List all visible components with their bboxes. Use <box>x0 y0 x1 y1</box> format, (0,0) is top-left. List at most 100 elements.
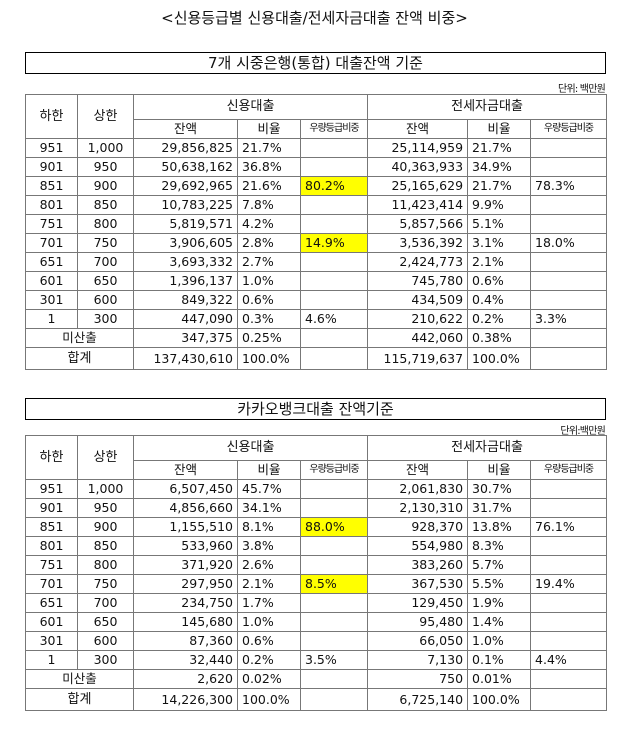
credit-prime-share <box>299 138 369 158</box>
jeonse-prime-share <box>530 347 608 370</box>
jeonse-prime-share: 4.4% <box>530 650 608 670</box>
grade-lower: 801 <box>25 536 78 556</box>
jeonse-balance: 95,480 <box>367 612 469 632</box>
grade-lower: 951 <box>25 479 78 499</box>
jeonse-prime-share <box>530 328 608 348</box>
grade-upper: 1,000 <box>77 138 134 158</box>
unrated-label: 미산출 <box>25 669 134 689</box>
grade-upper: 650 <box>77 271 134 291</box>
jeonse-ratio: 21.7% <box>467 138 532 158</box>
credit-balance: 29,692,965 <box>133 176 238 196</box>
credit-balance: 4,856,660 <box>133 498 238 518</box>
section-title-banks: 7개 시중은행(통합) 대출잔액 기준 <box>25 52 606 74</box>
credit-balance: 14,226,300 <box>133 688 238 711</box>
jeonse-ratio: 5.1% <box>467 214 532 234</box>
jeonse-balance: 5,857,566 <box>367 214 469 234</box>
jeonse-balance: 383,260 <box>367 555 469 575</box>
jeonse-ratio: 31.7% <box>467 498 532 518</box>
grade-upper: 850 <box>77 536 134 556</box>
header-lower: 하한 <box>25 435 78 480</box>
credit-balance: 1,396,137 <box>133 271 238 291</box>
jeonse-balance: 745,780 <box>367 271 469 291</box>
jeonse-ratio: 5.7% <box>467 555 532 575</box>
credit-balance: 50,638,162 <box>133 157 238 177</box>
credit-ratio: 100.0% <box>237 347 301 370</box>
jeonse-ratio: 0.6% <box>467 271 532 291</box>
grade-lower: 751 <box>25 555 78 575</box>
credit-ratio: 21.7% <box>237 138 301 158</box>
total-row: 합계 14,226,300 100.0% 6,725,140 100.0% <box>25 688 608 711</box>
header-jeonse-loan: 전세자금대출 <box>367 94 608 120</box>
credit-prime-share <box>299 612 369 632</box>
credit-ratio: 0.6% <box>237 290 301 310</box>
credit-ratio: 0.3% <box>237 309 301 329</box>
jeonse-balance: 115,719,637 <box>367 347 469 370</box>
grade-lower: 701 <box>25 233 78 253</box>
jeonse-prime-share <box>530 498 608 518</box>
header-credit-ratio: 비율 <box>237 119 301 139</box>
jeonse-ratio: 0.2% <box>467 309 532 329</box>
credit-balance: 1,155,510 <box>133 517 238 537</box>
jeonse-prime-share <box>530 214 608 234</box>
credit-ratio: 0.25% <box>237 328 301 348</box>
grade-lower: 951 <box>25 138 78 158</box>
jeonse-ratio: 9.9% <box>467 195 532 215</box>
jeonse-ratio: 8.3% <box>467 536 532 556</box>
jeonse-ratio: 34.9% <box>467 157 532 177</box>
credit-prime-share: 80.2% <box>299 176 369 196</box>
jeonse-balance: 25,165,629 <box>367 176 469 196</box>
credit-balance: 3,693,332 <box>133 252 238 272</box>
jeonse-prime-share <box>530 157 608 177</box>
unrated-row: 미산출 2,620 0.02% 750 0.01% <box>25 669 608 689</box>
jeonse-balance: 6,725,140 <box>367 688 469 711</box>
jeonse-prime-share <box>530 669 608 689</box>
jeonse-ratio: 5.5% <box>467 574 532 594</box>
table-row: 801 850 10,783,225 7.8% 11,423,414 9.9% <box>25 195 608 215</box>
jeonse-ratio: 100.0% <box>467 688 532 711</box>
header-upper: 상한 <box>77 435 134 480</box>
credit-prime-share <box>299 479 369 499</box>
header-credit-loan: 신용대출 <box>132 435 369 461</box>
jeonse-prime-share <box>530 612 608 632</box>
jeonse-ratio: 13.8% <box>467 517 532 537</box>
unit-label-kakaobank: 단위:백만원 <box>560 426 605 437</box>
jeonse-balance: 3,536,392 <box>367 233 469 253</box>
credit-balance: 533,960 <box>133 536 238 556</box>
credit-balance: 347,375 <box>133 328 238 348</box>
grade-upper: 800 <box>77 214 134 234</box>
jeonse-prime-share <box>530 688 608 711</box>
header-jeonse-ratio: 비율 <box>467 460 532 480</box>
credit-balance: 297,950 <box>133 574 238 594</box>
jeonse-prime-share: 19.4% <box>530 574 608 594</box>
jeonse-ratio: 100.0% <box>467 347 532 370</box>
grade-lower: 651 <box>25 593 78 613</box>
credit-ratio: 1.7% <box>237 593 301 613</box>
grade-lower: 601 <box>25 271 78 291</box>
grade-lower: 901 <box>25 498 78 518</box>
jeonse-balance: 7,130 <box>367 650 469 670</box>
jeonse-prime-share <box>530 479 608 499</box>
jeonse-prime-share <box>530 631 608 651</box>
credit-balance: 6,507,450 <box>133 479 238 499</box>
jeonse-prime-share <box>530 536 608 556</box>
credit-prime-share <box>299 498 369 518</box>
grade-upper: 300 <box>77 309 134 329</box>
kakaobank-loan-table: 하한 상한 신용대출 전세자금대출 잔액 비율 우량등급비중 잔액 비율 우량등급비중 951 1,0… <box>25 435 608 711</box>
table-row: 751 800 5,819,571 4.2% 5,857,566 5.1% <box>25 214 608 234</box>
grade-upper: 700 <box>77 252 134 272</box>
header-credit-balance: 잔액 <box>133 460 238 480</box>
credit-balance: 145,680 <box>133 612 238 632</box>
credit-ratio: 1.0% <box>237 612 301 632</box>
table-row: 651 700 3,693,332 2.7% 2,424,773 2.1% <box>25 252 608 272</box>
total-row: 합계 137,430,610 100.0% 115,719,637 100.0% <box>25 347 608 370</box>
credit-prime-share <box>299 688 369 711</box>
credit-prime-share: 3.5% <box>299 650 369 670</box>
table-row: 701 750 297,950 2.1% 8.5% 367,530 5.5% 19.4% <box>25 574 608 594</box>
credit-ratio: 0.02% <box>237 669 301 689</box>
grade-lower: 1 <box>25 650 78 670</box>
credit-prime-share <box>299 328 369 348</box>
credit-prime-share: 4.6% <box>299 309 369 329</box>
credit-balance: 32,440 <box>133 650 238 670</box>
table-row: 701 750 3,906,605 2.8% 14.9% 3,536,392 3.1% 18.… <box>25 233 608 253</box>
header-jeonse-prime-share: 우량등급비중 <box>530 119 608 139</box>
